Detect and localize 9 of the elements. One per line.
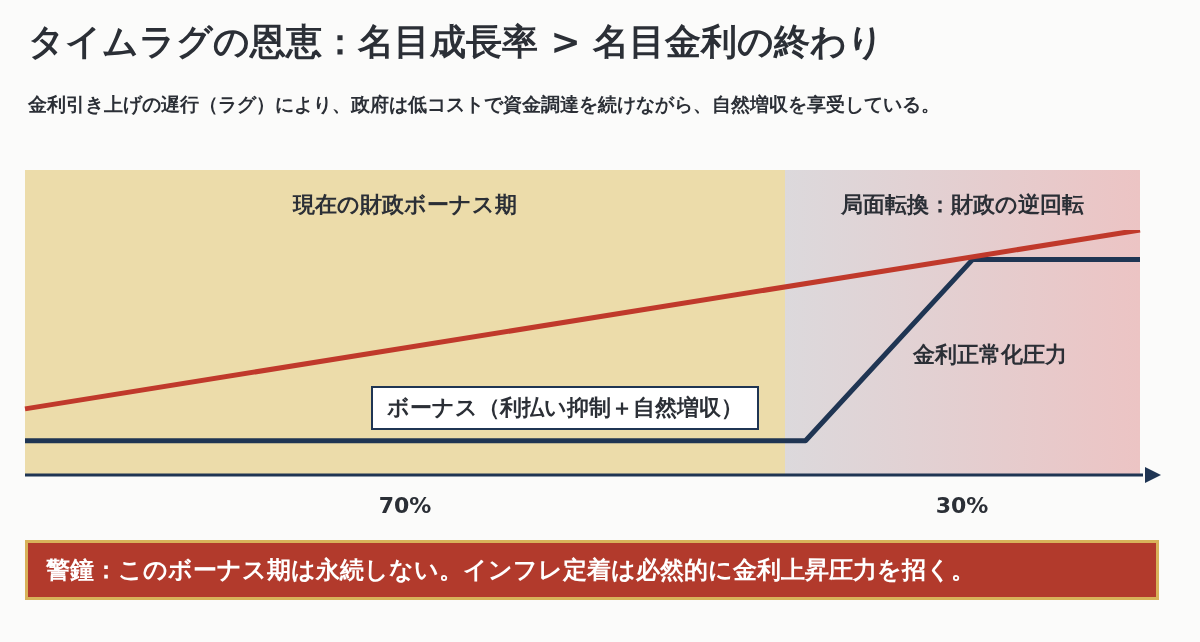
- text: 70%: [378, 492, 432, 518]
- chart-title: タイムラグの恩恵：名目成長率 > 名目金利の終わり: [28, 20, 885, 64]
- text: 局面転換：財政の逆回転: [840, 191, 1084, 219]
- text: 現在の財政ボーナス期: [293, 191, 517, 219]
- annotation: ボーナス（利払い抑制＋自然増収）: [371, 386, 759, 430]
- text: 警鐘：このボーナス期は永続しない。インフレ定着は必然的に金利上昇圧力を招く。: [25, 540, 1159, 600]
- chart-subtitle: 金利引き上げの遅行（ラグ）により、政府は低コストで資金調達を続けながら、自然増収を享受している。: [28, 92, 940, 117]
- text: 30%: [935, 492, 989, 518]
- annotation: 金利正常化圧力: [913, 341, 1067, 369]
